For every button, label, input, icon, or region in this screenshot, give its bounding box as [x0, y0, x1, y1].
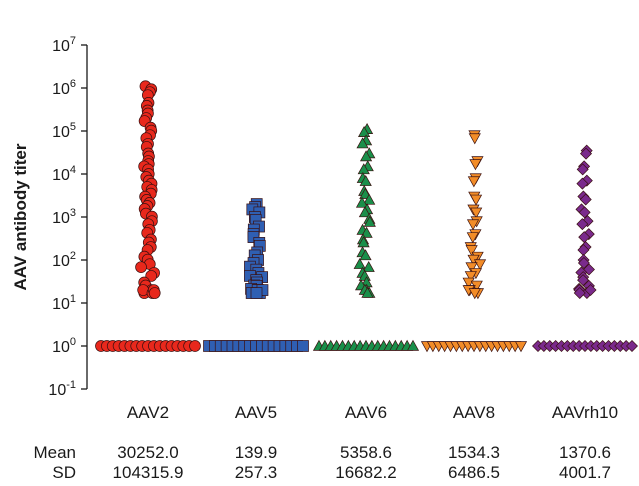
point-aav6	[353, 257, 366, 269]
y-tick-label: 104	[52, 164, 76, 184]
point-aav6	[363, 193, 376, 205]
point-aav8	[466, 219, 480, 231]
mean-value-aav8: 1534.3	[448, 443, 500, 462]
axes	[81, 44, 88, 390]
sd-value-aavrh10: 4001.7	[559, 463, 611, 482]
point-aav6-baseline	[406, 339, 420, 351]
point-aavrh10	[576, 218, 589, 231]
x-tick-label-aavrh10: AAVrh10	[552, 403, 618, 422]
sd-value-aav8: 6486.5	[448, 463, 500, 482]
sd-value-aav2: 104315.9	[113, 463, 184, 482]
y-tick-label: 100	[52, 336, 76, 356]
point-aav6	[359, 249, 372, 261]
x-tick-label-aav2: AAV2	[127, 403, 169, 422]
mean-value-aav5: 139.9	[235, 443, 278, 462]
mean-value-aavrh10: 1370.6	[559, 443, 611, 462]
mean-value-aav2: 30252.0	[117, 443, 178, 462]
point-aav8	[468, 288, 481, 300]
sd-row-label: SD	[52, 463, 76, 482]
point-aav8	[464, 271, 477, 283]
point-aav6	[356, 137, 369, 149]
point-aavrh10	[578, 206, 591, 219]
mean-value-aav6: 5358.6	[340, 443, 392, 462]
labels: 107 106 105 104 103 102 101 100 10-1 AAV antibody…	[11, 35, 618, 482]
data-marks	[95, 80, 638, 353]
point-aav6	[362, 260, 375, 272]
point-aav8	[468, 133, 481, 145]
point-aav6	[357, 125, 371, 137]
point-aavrh10	[577, 274, 590, 287]
point-aav2-baseline	[189, 340, 201, 352]
y-tick-label: 107	[52, 35, 76, 55]
point-aav8	[470, 207, 483, 219]
point-aavrh10	[584, 284, 597, 297]
y-tick-label: 101	[52, 293, 76, 313]
point-aavrh10	[573, 287, 586, 300]
point-aav6	[363, 215, 376, 227]
point-aav5	[250, 287, 263, 299]
point-aav8	[465, 262, 478, 274]
point-aav6	[357, 236, 370, 248]
point-aav8	[469, 159, 482, 171]
point-aavrh10	[579, 193, 592, 206]
sd-value-aav5: 257.3	[235, 463, 278, 482]
point-aav6	[359, 174, 372, 186]
point-aav5-baseline	[297, 340, 309, 352]
y-axis-title: AAV antibody titer	[11, 143, 30, 290]
point-aavrh10	[576, 177, 589, 190]
y-tick-label: 102	[52, 250, 76, 270]
x-tick-label-aav5: AAV5	[235, 403, 277, 422]
x-tick-label-aav6: AAV6	[345, 403, 387, 422]
point-aav8	[467, 176, 480, 188]
x-tick-label-aav8: AAV8	[453, 403, 495, 422]
point-aavrh10-baseline	[626, 340, 638, 352]
y-tick-label: 105	[52, 121, 76, 141]
point-aavrh10	[577, 257, 590, 269]
point-aav6	[355, 196, 369, 208]
point-aav2	[135, 261, 147, 274]
y-tick-label: 10-1	[48, 379, 76, 399]
point-aav8	[469, 194, 483, 206]
y-tick-label: 106	[52, 78, 76, 98]
point-aav8	[466, 232, 479, 244]
point-aavrh10	[576, 163, 589, 176]
y-tick-label: 103	[52, 207, 76, 227]
point-aav2	[148, 287, 161, 299]
point-aav6	[358, 206, 372, 218]
mean-row-label: Mean	[33, 443, 76, 462]
sd-value-aav6: 16682.2	[335, 463, 396, 482]
point-aav8	[465, 245, 478, 257]
point-aav6	[361, 286, 374, 298]
point-aav8	[462, 277, 475, 289]
point-aav6	[359, 150, 373, 162]
point-aav8	[473, 259, 487, 271]
point-aavrh10	[580, 147, 593, 160]
point-aav8-baseline	[514, 341, 528, 353]
